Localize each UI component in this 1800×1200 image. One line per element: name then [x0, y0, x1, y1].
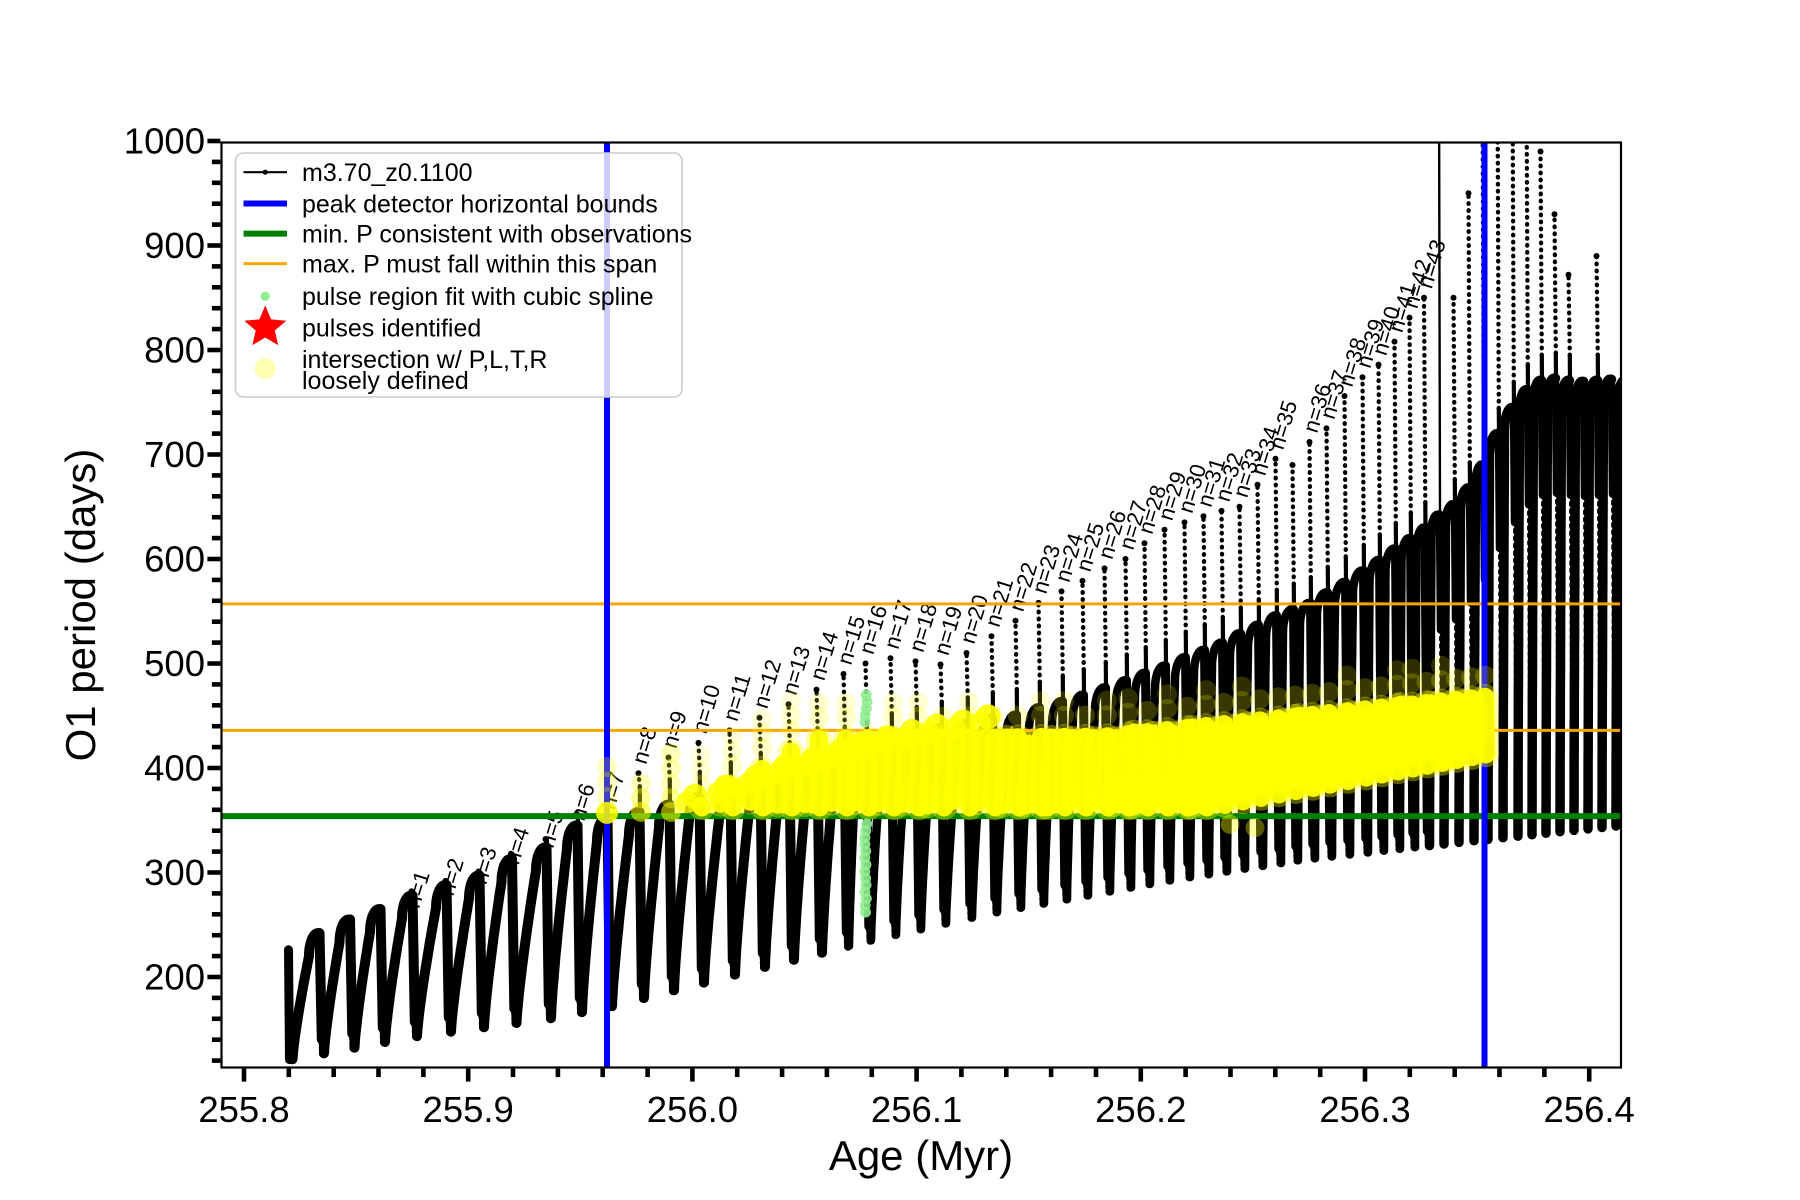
svg-text:m3.70_z0.1100: m3.70_z0.1100 — [302, 159, 473, 187]
svg-text:300: 300 — [144, 852, 205, 893]
svg-text:200: 200 — [144, 957, 205, 998]
svg-text:400: 400 — [144, 748, 205, 789]
svg-text:min. P consistent with observa: min. P consistent with observations — [302, 221, 692, 249]
svg-text:600: 600 — [144, 539, 205, 580]
svg-text:pulse region fit with cubic sp: pulse region fit with cubic spline — [302, 283, 654, 311]
svg-text:256.1: 256.1 — [871, 1089, 962, 1130]
svg-text:intersection w/ P,L,T,R: intersection w/ P,L,T,R — [302, 346, 547, 374]
svg-text:256.2: 256.2 — [1095, 1089, 1186, 1130]
svg-text:256.0: 256.0 — [647, 1089, 738, 1130]
svg-text:800: 800 — [144, 330, 205, 371]
svg-text:256.3: 256.3 — [1319, 1089, 1410, 1130]
svg-text:1000: 1000 — [124, 121, 205, 162]
svg-text:pulses identified: pulses identified — [302, 315, 481, 343]
svg-text:700: 700 — [144, 434, 205, 475]
svg-text:max. P must fall within this s: max. P must fall within this span — [302, 251, 657, 279]
svg-text:255.8: 255.8 — [198, 1089, 289, 1130]
svg-text:loosely defined: loosely defined — [302, 367, 469, 395]
svg-text:255.9: 255.9 — [423, 1089, 514, 1130]
svg-text:900: 900 — [144, 225, 205, 266]
svg-text:O1 period (days): O1 period (days) — [57, 449, 104, 762]
svg-text:Age (Myr): Age (Myr) — [829, 1132, 1013, 1179]
svg-text:peak detector horizontal bound: peak detector horizontal bounds — [302, 191, 658, 219]
svg-text:500: 500 — [144, 643, 205, 684]
svg-text:256.4: 256.4 — [1544, 1089, 1635, 1130]
